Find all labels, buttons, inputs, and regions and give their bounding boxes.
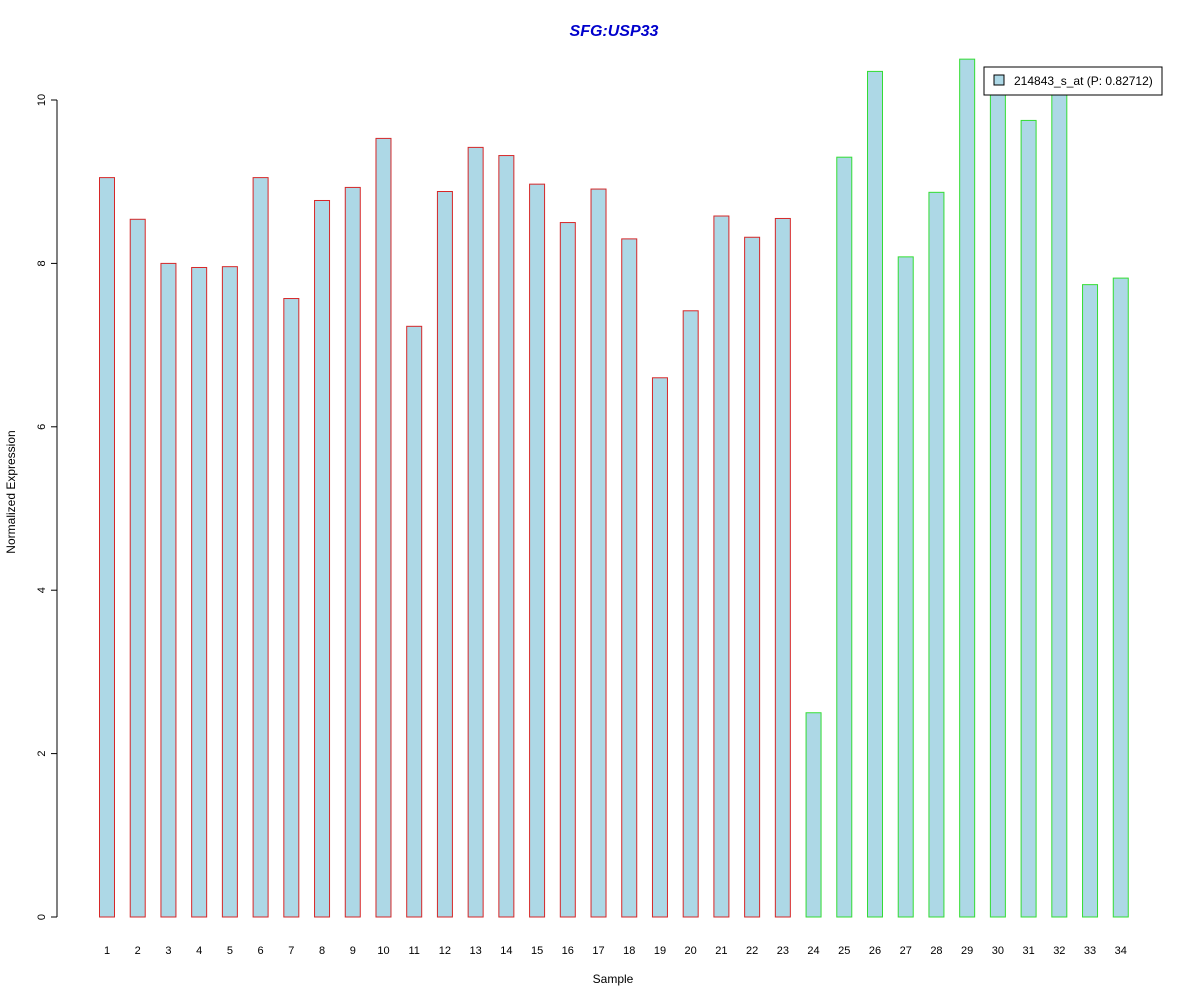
y-tick-label: 10 xyxy=(36,94,48,106)
bar-sample-20 xyxy=(682,310,699,918)
x-tick-label: 3 xyxy=(165,945,171,957)
chart-title: SFG:USP33 xyxy=(570,23,659,40)
x-tick-label: 13 xyxy=(470,945,482,957)
x-axis-label: Sample xyxy=(593,972,634,986)
x-tick-label: 21 xyxy=(715,945,727,957)
x-tick-label: 23 xyxy=(777,945,789,957)
bar-sample-13 xyxy=(467,146,484,918)
bar-sample-23 xyxy=(774,217,791,918)
y-tick-label: 6 xyxy=(36,424,48,430)
bar-sample-12 xyxy=(436,191,453,918)
bar-sample-28 xyxy=(928,191,945,918)
bar-sample-3 xyxy=(160,262,177,918)
bar-sample-22 xyxy=(744,236,761,918)
bar-sample-17 xyxy=(590,188,607,918)
x-tick-label: 27 xyxy=(900,945,912,957)
legend: 214843_s_at (P: 0.82712) xyxy=(983,66,1163,96)
bar-sample-21 xyxy=(713,215,730,918)
legend-swatch xyxy=(993,74,1005,86)
y-axis-label: Normalized Expression xyxy=(4,430,18,553)
x-tick-label: 15 xyxy=(531,945,543,957)
x-tick-label: 26 xyxy=(869,945,881,957)
x-tick-label: 5 xyxy=(227,945,233,957)
x-tick-labels: 1 2 3 4 5 6 7 8 9 10 11 12 13 14 15 16 17 18 19 20 21 22 23 24 2… xyxy=(104,945,1127,957)
x-tick-label: 20 xyxy=(685,945,697,957)
legend-box xyxy=(983,66,1163,96)
bar-sample-32 xyxy=(1051,83,1068,918)
bar-sample-6 xyxy=(252,177,269,918)
bar-sample-8 xyxy=(314,199,331,918)
bar-sample-29 xyxy=(959,58,976,918)
bar-sample-5 xyxy=(221,266,238,918)
y-tick-label: 4 xyxy=(36,587,48,593)
bar-sample-26 xyxy=(867,70,883,918)
bar-sample-15 xyxy=(529,183,546,918)
bar-sample-34 xyxy=(1112,277,1129,918)
x-tick-label: 16 xyxy=(562,945,574,957)
bar-sample-14 xyxy=(498,155,515,918)
bar-sample-4 xyxy=(191,266,208,918)
bar-sample-24 xyxy=(805,712,822,918)
x-tick-label: 7 xyxy=(288,945,294,957)
x-tick-label: 31 xyxy=(1022,945,1034,957)
y-tick-label: 8 xyxy=(36,260,48,266)
x-tick-label: 8 xyxy=(319,945,325,957)
bar-sample-30 xyxy=(989,83,1006,918)
bar-sample-16 xyxy=(559,222,576,918)
bar-sample-27 xyxy=(897,256,914,918)
x-tick-label: 1 xyxy=(104,945,110,957)
bars-group xyxy=(99,58,1129,918)
x-tick-label: 28 xyxy=(930,945,942,957)
x-tick-label: 11 xyxy=(408,945,419,957)
bar-sample-7 xyxy=(283,298,300,918)
x-tick-label: 12 xyxy=(439,945,451,957)
bar-sample-31 xyxy=(1020,119,1037,918)
x-tick-label: 9 xyxy=(350,945,356,957)
y-tick-label: 0 xyxy=(36,914,48,920)
bar-sample-2 xyxy=(129,218,146,918)
bar-sample-11 xyxy=(406,325,423,918)
x-tick-label: 34 xyxy=(1115,945,1127,957)
x-tick-label: 6 xyxy=(258,945,264,957)
bar-sample-33 xyxy=(1082,284,1099,918)
x-tick-label: 4 xyxy=(196,945,202,957)
bar-sample-18 xyxy=(621,238,638,918)
bar-sample-25 xyxy=(836,156,853,918)
x-tick-label: 22 xyxy=(746,945,758,957)
y-axis: 0 2 4 6 8 10 xyxy=(36,94,58,920)
x-tick-label: 24 xyxy=(807,945,819,957)
x-tick-label: 29 xyxy=(961,945,973,957)
x-tick-label: 14 xyxy=(500,945,512,957)
x-tick-label: 17 xyxy=(592,945,604,957)
x-tick-label: 10 xyxy=(377,945,389,957)
x-tick-label: 33 xyxy=(1084,945,1096,957)
x-tick-label: 18 xyxy=(623,945,635,957)
bar-sample-9 xyxy=(344,186,361,918)
x-tick-label: 2 xyxy=(135,945,141,957)
y-tick-label: 2 xyxy=(36,751,48,757)
bar-sample-19 xyxy=(651,377,668,918)
x-tick-label: 32 xyxy=(1053,945,1065,957)
legend-entry-label: 214843_s_at (P: 0.82712) xyxy=(1014,74,1153,88)
bar-sample-10 xyxy=(375,137,392,918)
x-tick-label: 30 xyxy=(992,945,1004,957)
x-tick-label: 19 xyxy=(654,945,666,957)
x-tick-label: 25 xyxy=(838,945,850,957)
bar-sample-1 xyxy=(99,177,115,918)
